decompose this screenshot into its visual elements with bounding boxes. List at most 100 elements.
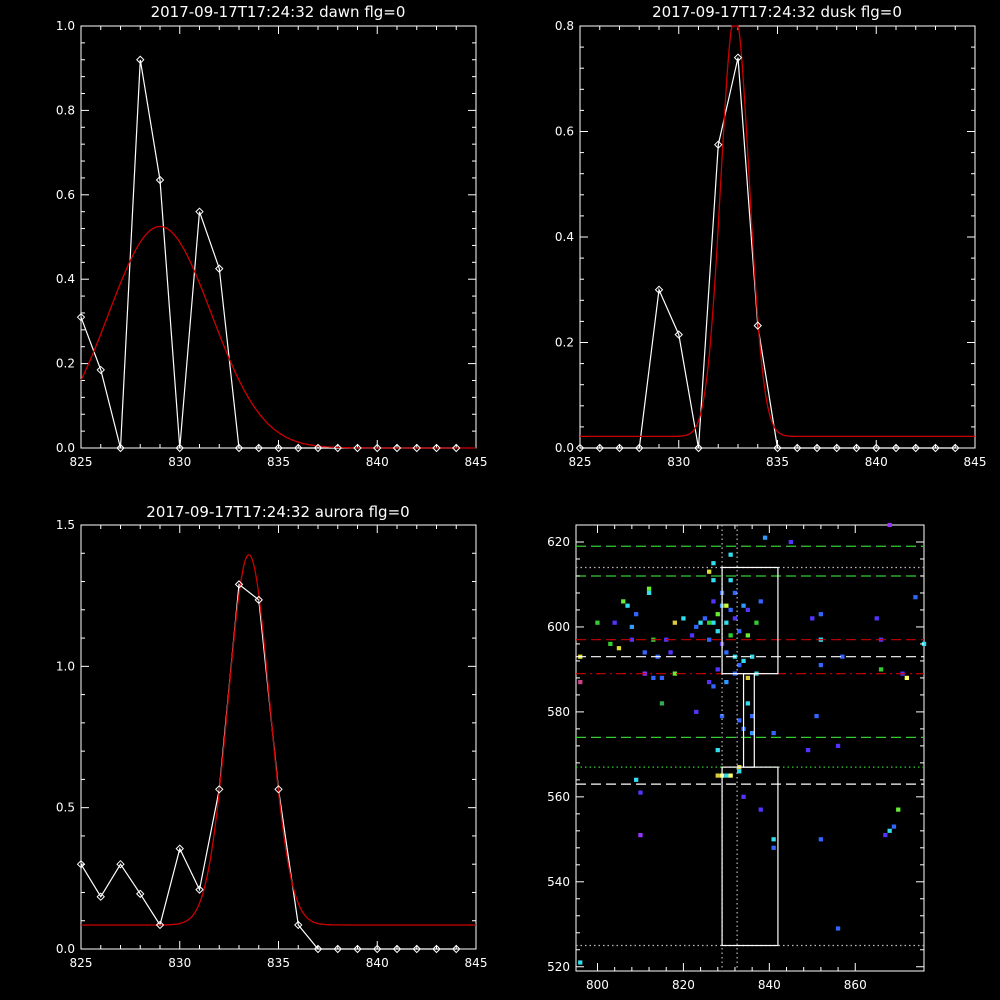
image-pixel <box>629 637 634 642</box>
image-pixel <box>629 624 634 629</box>
dawn-plot-frame <box>80 25 477 449</box>
image-pixel <box>805 748 811 753</box>
dusk-plot-frame <box>579 25 976 449</box>
dusk-data-point <box>615 443 624 453</box>
image-pixel <box>814 714 819 719</box>
aurora-data-point <box>136 889 145 899</box>
dawn-data-point <box>412 443 421 453</box>
image-pixel <box>659 675 665 680</box>
image-pixel <box>732 590 738 595</box>
image-pixel <box>608 641 613 646</box>
dusk-data-point <box>714 140 723 149</box>
image-pixel <box>711 599 716 604</box>
image-ytick-label: 540 <box>547 875 570 889</box>
image-pixel <box>732 616 738 621</box>
dawn-ytick-label: 1.0 <box>56 19 75 33</box>
aurora-markers <box>76 580 461 954</box>
image-region-box <box>721 766 779 947</box>
dawn-data-point <box>195 207 204 216</box>
dawn-data-point <box>294 443 303 453</box>
dusk-ytick-label: 0.0 <box>555 441 574 455</box>
dawn-data-point <box>313 443 323 453</box>
dusk-data-point <box>595 443 604 453</box>
dusk-xtick-label: 835 <box>766 455 789 469</box>
aurora-xtick-label: 840 <box>366 956 389 970</box>
aurora-data-point <box>195 885 204 894</box>
image-pixel <box>771 731 776 736</box>
image-pixel <box>737 663 742 668</box>
image-pixel <box>578 960 583 965</box>
image-pixel <box>762 535 768 540</box>
dawn-ytick-label: 0.8 <box>56 103 75 117</box>
dawn-lines <box>80 59 476 449</box>
image-pixel <box>707 620 712 625</box>
aurora-ytick-label: 1.0 <box>56 659 75 673</box>
dawn-title: 2017-09-17T17:24:32 dawn flg=0 <box>151 3 406 21</box>
dawn-panel: 2017-09-17T17:24:32 dawn flg=0 825 830 835… <box>56 3 488 469</box>
dusk-ticks: 825 830 835 840 845 0.0 0.2 0.4 0.6 0.8 <box>555 19 987 469</box>
dawn-data-point <box>96 365 105 375</box>
image-region-box <box>742 673 755 768</box>
image-pixel <box>711 561 716 566</box>
aurora-data-point <box>412 944 421 954</box>
aurora-ytick-label: 1.5 <box>56 518 75 532</box>
image-pixel <box>634 777 639 782</box>
aurora-panel: 2017-09-17T17:24:32 aurora flg=0 825 830 8… <box>56 503 488 970</box>
aurora-xtick-label: 825 <box>70 956 93 970</box>
image-pixel <box>887 828 892 833</box>
image-pixel <box>771 837 776 842</box>
image-ytick-label: 620 <box>547 535 570 549</box>
image-pixel <box>883 833 888 838</box>
image-pixel <box>750 654 755 659</box>
image-pixel <box>737 629 742 634</box>
dusk-data-point <box>635 443 644 453</box>
image-pixel <box>616 646 622 651</box>
image-pixel <box>715 748 720 753</box>
dusk-data-point <box>773 443 782 453</box>
image-pixel <box>694 624 699 629</box>
aurora-xtick-label: 830 <box>168 956 191 970</box>
image-pixel <box>758 807 763 812</box>
dawn-data-point <box>452 443 461 453</box>
image-pixel <box>724 603 729 608</box>
image-pixel <box>728 607 733 612</box>
image-pixel <box>745 701 750 706</box>
image-pixel <box>719 714 725 719</box>
image-pixel <box>621 599 626 604</box>
image-pixel <box>715 629 720 634</box>
image-overlay-lines <box>576 525 924 971</box>
aurora-data-point <box>116 859 125 869</box>
dusk-data-point <box>832 443 841 453</box>
dawn-data-point <box>234 443 244 453</box>
dawn-data-point <box>215 264 224 273</box>
dawn-data-point <box>392 443 402 453</box>
image-pixel <box>818 663 823 668</box>
image-pixel <box>835 926 841 931</box>
dawn-fit-curve <box>80 225 476 449</box>
image-xtick-label: 840 <box>758 978 781 992</box>
image-pixel <box>689 633 695 638</box>
image-pixel <box>728 773 733 778</box>
image-plot-frame <box>575 524 925 972</box>
dusk-data-point <box>812 443 822 453</box>
image-pixel <box>896 807 901 812</box>
dawn-data-point <box>254 443 263 453</box>
dusk-data-point <box>753 321 762 330</box>
aurora-data-point <box>392 944 402 954</box>
image-pixel <box>745 675 750 680</box>
image-pixel <box>741 794 746 799</box>
dusk-xtick-label: 830 <box>667 455 690 469</box>
image-pixel <box>891 824 897 829</box>
image-pixel <box>737 769 742 774</box>
image-pixel <box>728 578 733 583</box>
dawn-ticks: 825 830 835 840 845 0.0 0.2 0.4 0.6 0.8 1.0 <box>56 19 488 469</box>
image-ytick-label: 580 <box>547 705 570 719</box>
dusk-data-point <box>931 443 940 453</box>
aurora-data-point <box>274 785 283 794</box>
image-xtick-label: 860 <box>844 978 867 992</box>
image-ytick-label: 520 <box>547 960 570 974</box>
dawn-ytick-label: 0.0 <box>56 441 75 455</box>
aurora-fit-curve <box>81 553 476 926</box>
image-pixel <box>724 680 729 685</box>
